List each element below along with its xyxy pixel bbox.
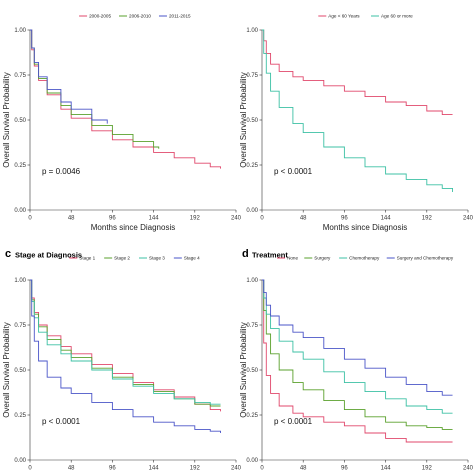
- y-tick-label: 0.75: [246, 323, 258, 329]
- x-tick-label: 48: [300, 466, 307, 472]
- y-tick-label: 0.25: [246, 413, 258, 419]
- legend-label: Stage 1: [79, 256, 95, 261]
- legend-label: Age 60 or more: [381, 14, 413, 19]
- x-tick-label: 144: [149, 216, 160, 222]
- y-tick-label: 1.00: [14, 278, 26, 284]
- legend-label: Chemotherapy: [349, 256, 380, 261]
- x-tick-label: 240: [231, 466, 242, 472]
- legend-label: Stage 4: [184, 256, 200, 261]
- survival-curve-1: [262, 279, 453, 443]
- legend-label: None: [287, 256, 298, 261]
- legend-label: 2006-2010: [129, 14, 151, 19]
- survival-curve-1: [30, 29, 221, 169]
- panel-title: Treatment: [252, 251, 288, 260]
- y-axis-title: Overall Survival Probability: [2, 322, 11, 418]
- chart-panel-1: 2000-2005 2006-2010 2011-2015 0.00 0.25 0.50 0…: [2, 14, 242, 232]
- x-tick-label: 192: [190, 216, 201, 222]
- x-tick-label: 192: [190, 466, 201, 472]
- y-tick-label: 0.00: [14, 458, 26, 464]
- chart-panel-4: d Treatment None Surgery Chemotherapy Surgery…: [239, 248, 474, 471]
- x-tick-label: 240: [231, 216, 242, 222]
- y-tick-label: 0.75: [14, 323, 26, 329]
- y-tick-label: 1.00: [246, 278, 258, 284]
- legend: None Surgery Chemotherapy Surgery and Chemo…: [277, 256, 454, 261]
- x-tick-label: 240: [463, 466, 474, 472]
- x-tick-label: 144: [381, 216, 392, 222]
- legend: 2000-2005 2006-2010 2011-2015: [79, 14, 191, 19]
- y-tick-label: 0.75: [14, 73, 26, 79]
- x-tick-label: 0: [28, 466, 32, 472]
- survival-curve-1: [30, 279, 221, 412]
- x-tick-label: 48: [68, 466, 75, 472]
- survival-curve-4: [30, 279, 221, 433]
- survival-curve-2: [262, 29, 453, 192]
- survival-curve-3: [262, 279, 453, 414]
- survival-curve-2: [262, 279, 453, 430]
- y-tick-label: 0.50: [246, 118, 258, 124]
- legend-label: 2000-2005: [89, 14, 111, 19]
- survival-curve-4: [262, 279, 453, 396]
- x-axis-title: Months since Diagnosis: [323, 223, 407, 232]
- y-tick-label: 0.25: [14, 163, 26, 169]
- x-axis-title: Months since Diagnosis: [91, 223, 175, 232]
- y-tick-label: 0.50: [246, 368, 258, 374]
- y-tick-label: 0.75: [246, 73, 258, 79]
- p-value: p = 0.0046: [42, 167, 81, 176]
- x-tick-label: 0: [260, 466, 264, 472]
- x-tick-label: 96: [341, 466, 348, 472]
- legend: Stage 1 Stage 2 Stage 3 Stage 4: [69, 256, 200, 261]
- chart-panel-2: Age < 60 Years Age 60 or more 0.00 0.25 0.50…: [239, 14, 474, 232]
- p-value: p < 0.0001: [42, 417, 81, 426]
- survival-curve-2: [30, 279, 221, 407]
- y-axis-title: Overall Survival Probability: [2, 72, 11, 168]
- survival-curve-3: [30, 279, 221, 405]
- x-tick-label: 240: [463, 216, 474, 222]
- x-tick-label: 192: [422, 466, 433, 472]
- y-tick-label: 1.00: [14, 28, 26, 34]
- x-tick-label: 96: [341, 216, 348, 222]
- y-axis-title: Overall Survival Probability: [239, 72, 248, 168]
- survival-curve-3: [30, 29, 108, 124]
- y-tick-label: 0.00: [246, 208, 258, 214]
- x-tick-label: 144: [149, 466, 160, 472]
- x-tick-label: 144: [381, 466, 392, 472]
- legend-label: Age < 60 Years: [328, 14, 360, 19]
- p-value: p < 0.0001: [274, 417, 313, 426]
- legend: Age < 60 Years Age 60 or more: [318, 14, 413, 19]
- y-tick-label: 0.50: [14, 368, 26, 374]
- y-tick-label: 0.00: [14, 208, 26, 214]
- legend-label: Surgery: [314, 256, 331, 261]
- y-tick-label: 0.00: [246, 458, 258, 464]
- x-tick-label: 48: [300, 216, 307, 222]
- survival-curve-1: [262, 29, 453, 116]
- legend-label: Surgery and Chemotherapy: [397, 256, 454, 261]
- x-tick-label: 0: [28, 216, 32, 222]
- panel-title: Stage at Diagnosis: [15, 251, 82, 260]
- legend-label: Stage 3: [149, 256, 165, 261]
- panel-letter: d: [242, 248, 249, 260]
- x-tick-label: 192: [422, 216, 433, 222]
- p-value: p < 0.0001: [274, 167, 313, 176]
- panel-letter: c: [5, 248, 11, 260]
- x-tick-label: 96: [109, 216, 116, 222]
- x-tick-label: 0: [260, 216, 264, 222]
- y-tick-label: 0.25: [246, 163, 258, 169]
- y-tick-label: 1.00: [246, 28, 258, 34]
- y-axis-title: Overall Survival Probability: [239, 322, 248, 418]
- legend-label: Stage 2: [114, 256, 130, 261]
- y-tick-label: 0.50: [14, 118, 26, 124]
- x-tick-label: 48: [68, 216, 75, 222]
- x-tick-label: 96: [109, 466, 116, 472]
- legend-label: 2011-2015: [169, 14, 191, 19]
- y-tick-label: 0.25: [14, 413, 26, 419]
